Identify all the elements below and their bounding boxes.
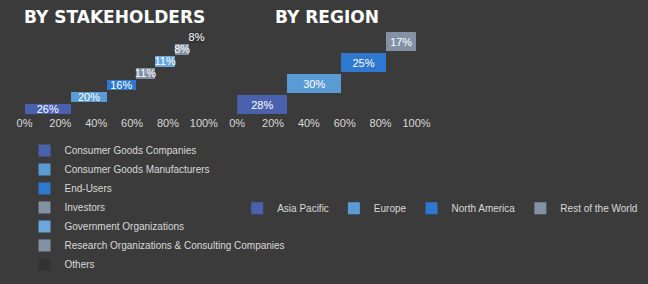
svg-text:80%: 80% <box>370 117 392 129</box>
svg-text:Europe: Europe <box>374 203 407 214</box>
svg-text:Asia Pacific: Asia Pacific <box>277 203 329 214</box>
svg-text:60%: 60% <box>121 117 143 129</box>
svg-text:30%: 30% <box>303 78 325 90</box>
svg-text:60%: 60% <box>334 117 356 129</box>
svg-text:North America: North America <box>452 203 516 214</box>
svg-text:Others: Others <box>65 259 95 270</box>
svg-text:8%: 8% <box>174 43 190 55</box>
svg-text:BY REGION: BY REGION <box>275 7 379 27</box>
svg-text:11%: 11% <box>155 55 176 67</box>
svg-text:20%: 20% <box>262 117 284 129</box>
svg-text:26%: 26% <box>37 103 59 115</box>
svg-text:40%: 40% <box>85 117 107 129</box>
svg-text:Government Organizations: Government Organizations <box>65 221 185 232</box>
svg-text:End-Users: End-Users <box>65 183 112 194</box>
svg-text:0%: 0% <box>229 117 245 129</box>
svg-text:28%: 28% <box>251 99 273 111</box>
svg-text:20%: 20% <box>78 91 100 103</box>
svg-text:17%: 17% <box>390 36 412 48</box>
svg-text:20%: 20% <box>49 117 71 129</box>
svg-text:BY STAKEHOLDERS: BY STAKEHOLDERS <box>24 7 205 27</box>
svg-text:40%: 40% <box>298 117 320 129</box>
svg-text:100%: 100% <box>190 117 218 129</box>
svg-text:0%: 0% <box>17 117 33 129</box>
svg-text:100%: 100% <box>402 117 430 129</box>
svg-text:8%: 8% <box>189 31 205 43</box>
svg-text:Research Organizations & Consu: Research Organizations & Consulting Comp… <box>65 240 285 251</box>
svg-text:Rest of the World: Rest of the World <box>560 203 637 214</box>
svg-text:25%: 25% <box>352 57 374 69</box>
svg-text:Investors: Investors <box>65 202 106 213</box>
svg-text:Consumer Goods Manufacturers: Consumer Goods Manufacturers <box>65 164 210 175</box>
svg-text:80%: 80% <box>157 117 179 129</box>
svg-text:16%: 16% <box>110 79 132 91</box>
svg-text:Consumer Goods Companies: Consumer Goods Companies <box>65 145 197 156</box>
svg-text:11%: 11% <box>135 67 156 79</box>
